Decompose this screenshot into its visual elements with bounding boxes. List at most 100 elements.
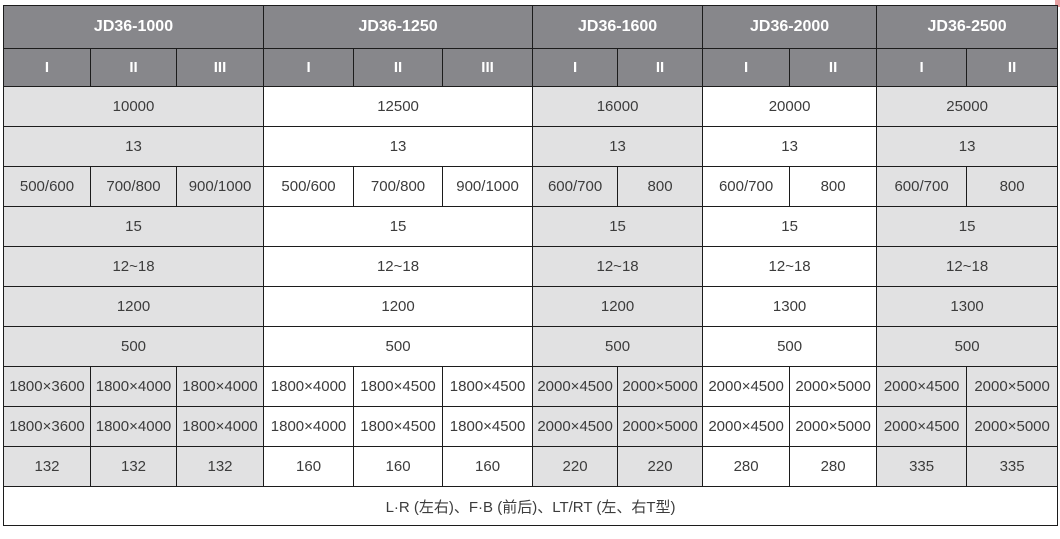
table-row: 12~18 12~18 12~18 12~18 12~18 <box>2 246 1059 287</box>
table-cell: 1800×4000 <box>263 406 355 447</box>
table-cell: 600/700 <box>702 166 791 207</box>
table-row: 500 500 500 500 500 <box>2 326 1059 367</box>
table-cell: 132 <box>3 446 91 487</box>
table-cell: 25000 <box>876 86 1059 127</box>
table-cell: 13 <box>2 126 265 167</box>
variant-header: I <box>876 48 968 87</box>
variant-header: II <box>90 48 177 87</box>
table-cell: 160 <box>442 446 534 487</box>
table-cell: 15 <box>263 206 534 247</box>
table-cell: 12~18 <box>263 246 534 287</box>
table-cell: 1800×3600 <box>3 406 91 447</box>
table-body: 10000 12500 16000 20000 25000 13 13 13 13 13 500/6… <box>2 86 1059 526</box>
table-cell: 12500 <box>263 86 534 127</box>
table-cell: 500 <box>532 326 704 367</box>
variant-header: II <box>353 48 444 87</box>
table-cell: 15 <box>532 206 704 247</box>
variant-header: II <box>966 48 1059 87</box>
variant-header: I <box>702 48 791 87</box>
variant-header: II <box>617 48 704 87</box>
table-cell: 160 <box>263 446 355 487</box>
table-cell: 2000×4500 <box>532 366 619 407</box>
table-cell: 1800×4000 <box>90 406 177 447</box>
table-row: 1800×3600 1800×4000 1800×4000 1800×4000 1800… <box>3 366 1059 407</box>
table-cell: 800 <box>789 166 878 207</box>
variant-header: III <box>175 48 265 87</box>
table-cell: 2000×5000 <box>617 366 704 407</box>
table-cell: 2000×4500 <box>876 406 968 447</box>
table-cell: 1800×4500 <box>353 366 444 407</box>
table-cell: 10000 <box>2 86 265 127</box>
table-cell: 800 <box>966 166 1059 207</box>
table-cell: 500 <box>2 326 265 367</box>
variant-header: III <box>442 48 534 87</box>
table-cell: 2000×4500 <box>702 406 791 447</box>
table-cell: 1800×4000 <box>263 366 355 407</box>
table-row: 15 15 15 15 15 <box>2 206 1059 247</box>
table-cell: 700/800 <box>353 166 444 207</box>
table-cell: 132 <box>90 446 177 487</box>
table-cell: 15 <box>702 206 878 247</box>
table-cell: 13 <box>263 126 534 167</box>
table-cell: 1300 <box>876 286 1059 327</box>
table-cell: 900/1000 <box>442 166 534 207</box>
table-cell: 600/700 <box>876 166 968 207</box>
table-cell: 280 <box>702 446 791 487</box>
table-cell: 500/600 <box>263 166 355 207</box>
note-row: L·R (左右)、F·B (前后)、LT/RT (左、右T型) <box>2 486 1059 526</box>
table-cell: 1200 <box>532 286 704 327</box>
table-cell: 2000×4500 <box>876 366 968 407</box>
table-row: 13 13 13 13 13 <box>2 126 1059 167</box>
table-cell: 2000×5000 <box>789 366 878 407</box>
table-cell: 220 <box>532 446 619 487</box>
table-cell: 1800×4000 <box>175 366 265 407</box>
table-cell: 20000 <box>702 86 878 127</box>
table-cell: 335 <box>876 446 968 487</box>
model-group-header: JD36-1000 <box>2 5 265 49</box>
table-cell: 2000×4500 <box>702 366 791 407</box>
model-group-header: JD36-2000 <box>702 5 878 49</box>
table-cell: 220 <box>617 446 704 487</box>
table-cell: 12~18 <box>532 246 704 287</box>
table-cell: 2000×4500 <box>532 406 619 447</box>
table-cell: 500 <box>702 326 878 367</box>
table-row: 10000 12500 16000 20000 25000 <box>2 86 1059 127</box>
table-cell: 13 <box>876 126 1059 167</box>
table-cell: 500/600 <box>3 166 91 207</box>
table-cell: 2000×5000 <box>966 406 1059 447</box>
model-group-header: JD36-2500 <box>876 5 1059 49</box>
table-cell: 1800×4500 <box>442 366 534 407</box>
model-group-header: JD36-1250 <box>263 5 534 49</box>
table-cell: 280 <box>789 446 878 487</box>
table-cell: 15 <box>2 206 265 247</box>
table-cell: 2000×5000 <box>617 406 704 447</box>
table-cell: 500 <box>876 326 1059 367</box>
variant-header: I <box>532 48 619 87</box>
table-cell: 1800×4500 <box>353 406 444 447</box>
screen-edge-artifact <box>1055 0 1060 7</box>
variant-header: II <box>789 48 878 87</box>
table-cell: 12~18 <box>2 246 265 287</box>
table-cell: 1800×4000 <box>175 406 265 447</box>
table-cell: 700/800 <box>90 166 177 207</box>
model-group-header: JD36-1600 <box>532 5 704 49</box>
table-row: 132 132 132 160 160 160 220 220 280 280 335 335 <box>3 446 1059 487</box>
table-row: 500/600 700/800 900/1000 500/600 700/800 900/… <box>3 166 1059 207</box>
table-cell: 1200 <box>263 286 534 327</box>
table-cell: 800 <box>617 166 704 207</box>
variant-header-row: I II III I II III I II I II I II <box>3 48 1059 87</box>
table-cell: 900/1000 <box>175 166 265 207</box>
table-cell: 1800×4500 <box>442 406 534 447</box>
note-cell: L·R (左右)、F·B (前后)、LT/RT (左、右T型) <box>2 486 1059 526</box>
variant-header: I <box>263 48 355 87</box>
variant-header: I <box>3 48 91 87</box>
model-header-row: JD36-1000 JD36-1250 JD36-1600 JD36-2000 JD36… <box>2 5 1059 49</box>
table-cell: 335 <box>966 446 1059 487</box>
jd36-specification-table: JD36-1000 JD36-1250 JD36-1600 JD36-2000 JD36… <box>2 5 1059 526</box>
table-cell: 12~18 <box>702 246 878 287</box>
table-cell: 15 <box>876 206 1059 247</box>
table-cell: 1200 <box>2 286 265 327</box>
table-row: 1200 1200 1200 1300 1300 <box>2 286 1059 327</box>
table-cell: 1800×4000 <box>90 366 177 407</box>
